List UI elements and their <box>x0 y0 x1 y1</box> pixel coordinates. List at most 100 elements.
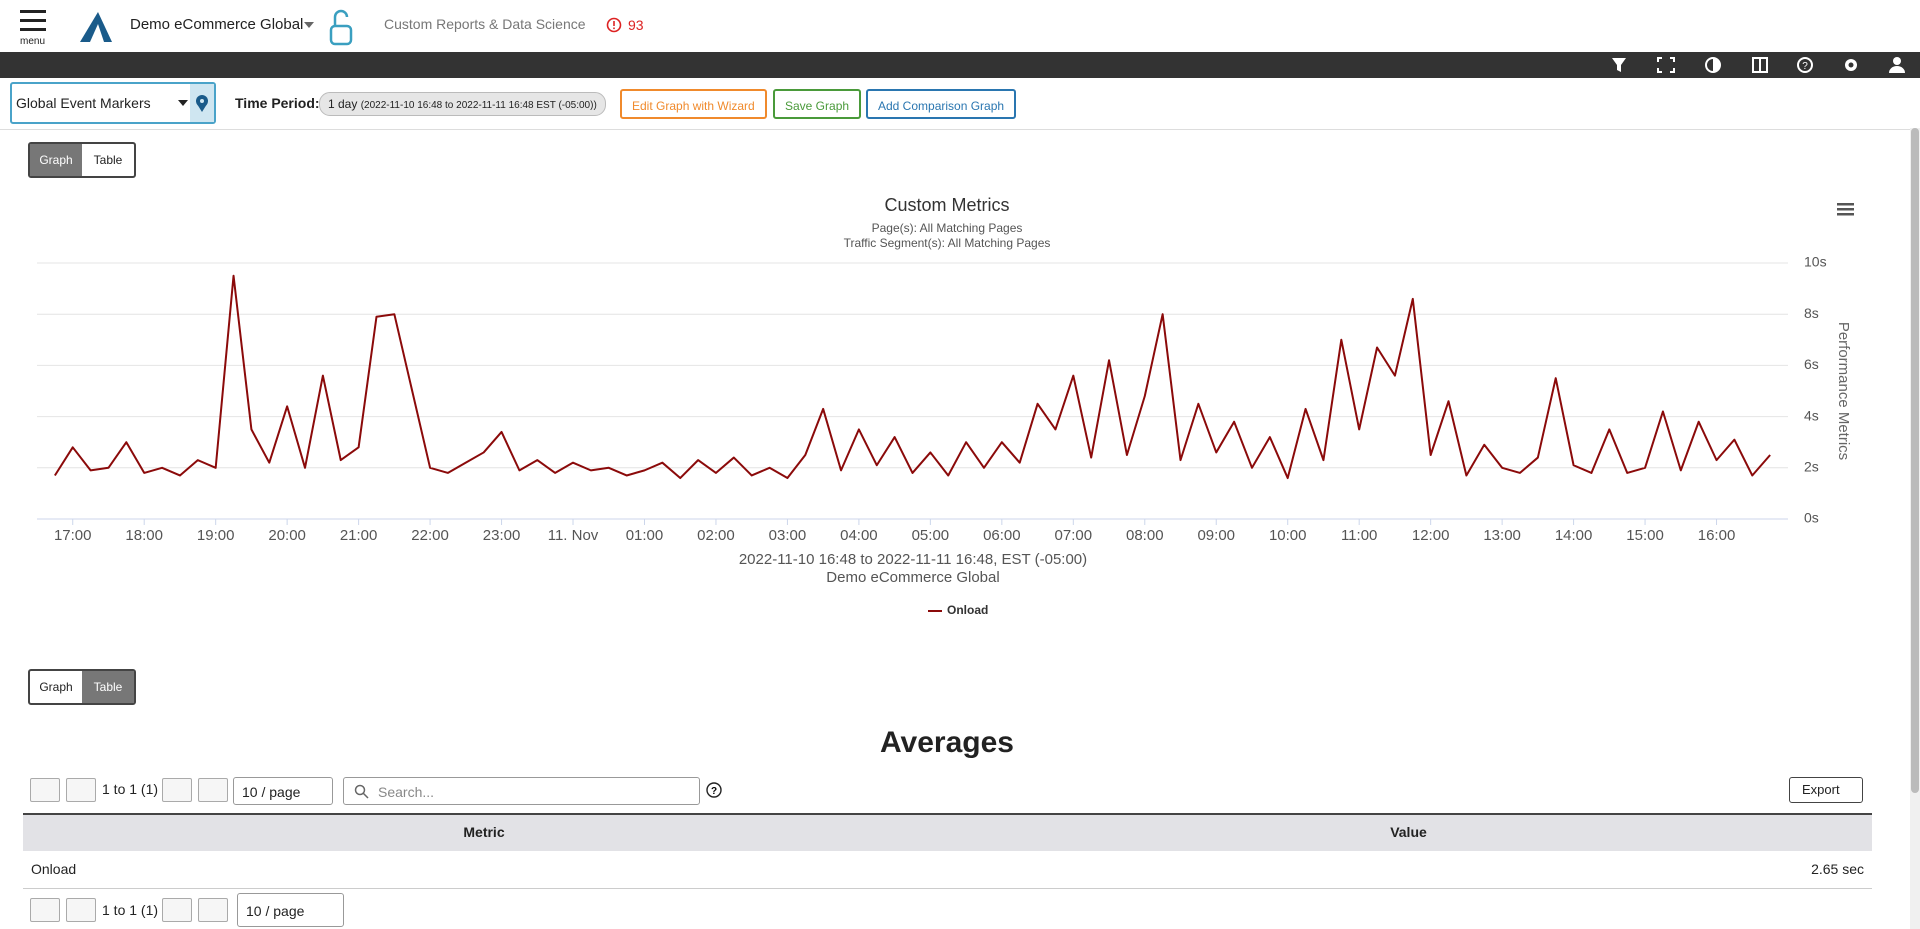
y-tick-label: 0s <box>1804 510 1819 526</box>
svg-text:?: ? <box>1802 61 1808 72</box>
x-tick-label: 10:00 <box>1269 527 1307 544</box>
chart-menu[interactable] <box>1837 203 1854 216</box>
column-header[interactable]: Metric <box>463 824 505 840</box>
y-tick-label: 8s <box>1804 305 1819 321</box>
alert-icon[interactable] <box>606 17 622 33</box>
first-page[interactable] <box>30 778 60 802</box>
y-tick-label: 4s <box>1804 407 1819 423</box>
add-comparison-button[interactable]: Add Comparison Graph <box>866 89 1017 119</box>
x-tick-label: 17:00 <box>54 527 92 544</box>
last-page[interactable] <box>198 778 228 802</box>
x-axis-label: 2022-11-10 16:48 to 2022-11-11 16:48, ES… <box>739 551 1087 568</box>
menu-label[interactable]: menu <box>20 36 46 47</box>
x-tick-label: 07:00 <box>1055 527 1093 544</box>
x-tick-label: 05:00 <box>912 527 950 544</box>
export-button[interactable]: Export <box>1789 777 1863 803</box>
toolbar: Global Event Markers Time Period: 1 day … <box>0 78 1920 130</box>
x-tick-label: 22:00 <box>411 527 449 544</box>
x-tick-label: 11. Nov <box>548 527 599 544</box>
table-row: Onload 2.65 sec <box>23 851 1872 889</box>
x-tick-label: 18:00 <box>125 527 163 544</box>
per-page-select[interactable]: 10 / page <box>233 777 333 805</box>
search-input[interactable]: Search... <box>343 777 700 805</box>
per-page-select[interactable]: 10 / page <box>237 893 344 927</box>
search-icon <box>354 784 369 799</box>
time-period-range[interactable]: (2022-11-10 16:48 to 2022-11-11 16:48 ES… <box>360 100 597 111</box>
svg-text:?: ? <box>711 786 717 797</box>
account-name[interactable]: Demo eCommerce Global <box>130 16 304 33</box>
x-tick-label: 04:00 <box>840 527 878 544</box>
table-tab[interactable]: Table <box>82 671 134 703</box>
icon-bar-icons[interactable]: ? <box>1610 56 1910 74</box>
x-tick-label: 03:00 <box>769 527 807 544</box>
per-page-text[interactable]: 10 / page <box>246 903 305 919</box>
x-tick-label: 11:00 <box>1341 527 1377 544</box>
x-tick-label: 23:00 <box>483 527 521 544</box>
dropdown-caret[interactable] <box>304 22 314 28</box>
search-placeholder[interactable]: Search... <box>378 784 435 800</box>
logo <box>80 12 112 42</box>
x-tick-label: 02:00 <box>697 527 735 544</box>
next-page[interactable] <box>162 778 192 802</box>
menu-icon[interactable] <box>20 10 48 32</box>
x-tick-label: 15:00 <box>1626 527 1664 544</box>
edit-wizard-button[interactable]: Edit Graph with Wizard <box>620 89 767 119</box>
pager-text: 1 to 1 (1) <box>102 902 159 918</box>
chart-title: Custom Metrics <box>884 195 1009 215</box>
alert-count[interactable]: 93 <box>628 17 644 33</box>
graph-tab[interactable]: Graph <box>30 144 82 176</box>
x-tick-label: 14:00 <box>1555 527 1593 544</box>
app-title: Custom Reports & Data Science <box>384 16 586 32</box>
prev-page[interactable] <box>66 778 96 802</box>
x-tick-label: 19:00 <box>197 527 235 544</box>
last-page[interactable] <box>198 898 228 922</box>
chart-subtitle: Page(s): All Matching Pages <box>872 221 1023 235</box>
per-page-text[interactable]: 10 / page <box>242 784 301 800</box>
pager-text: 1 to 1 (1) <box>102 781 159 797</box>
y-tick-label: 2s <box>1804 459 1819 475</box>
table-cell: 2.65 sec <box>1811 861 1864 877</box>
event-markers-select[interactable]: Global Event Markers <box>10 82 216 124</box>
chart: Custom Metrics Page(s): All Matching Pag… <box>37 195 1854 617</box>
time-period-label: Time Period: <box>235 95 320 111</box>
next-page[interactable] <box>162 898 192 922</box>
table-title: Averages <box>880 726 1014 759</box>
x-axis-label: Demo eCommerce Global <box>826 569 999 586</box>
view-toggle: Graph Table <box>28 142 136 178</box>
time-period-value[interactable]: 1 day <box>328 97 358 111</box>
x-tick-label: 21:00 <box>340 527 378 544</box>
x-tick-label: 01:00 <box>626 527 664 544</box>
data-line <box>54 274 1771 480</box>
table-cell: Onload <box>31 861 77 877</box>
y-tick-label: 6s <box>1804 356 1819 372</box>
icon-bar: ? <box>0 52 1920 78</box>
top-header: menu Demo eCommerce Global Custom Report… <box>0 0 1920 52</box>
x-tick-label: 20:00 <box>268 527 306 544</box>
graph-tab[interactable]: Graph <box>39 680 73 694</box>
event-markers-text[interactable]: Global Event Markers <box>16 95 151 111</box>
x-tick-label: 09:00 <box>1197 527 1235 544</box>
view-toggle: Graph Table <box>28 669 136 705</box>
help-icon[interactable]: ? <box>706 782 722 798</box>
lock-icon[interactable] <box>328 8 354 46</box>
marker-pin[interactable] <box>190 84 214 122</box>
select-caret <box>178 100 188 106</box>
scrollbar[interactable] <box>1910 128 1920 929</box>
x-tick-label: 13:00 <box>1483 527 1521 544</box>
x-tick-label: 06:00 <box>983 527 1021 544</box>
table-header: Metric Value <box>23 813 1872 851</box>
first-page[interactable] <box>30 898 60 922</box>
chart-subtitle: Traffic Segment(s): All Matching Pages <box>844 236 1051 250</box>
save-graph-button[interactable]: Save Graph <box>773 89 862 119</box>
time-period-pill[interactable]: 1 day (2022-11-10 16:48 to 2022-11-11 16… <box>319 92 606 116</box>
column-header[interactable]: Value <box>1390 824 1427 840</box>
legend-label: Onload <box>947 603 988 617</box>
prev-page[interactable] <box>66 898 96 922</box>
y-tick-label: 10s <box>1804 254 1827 270</box>
x-tick-label: 08:00 <box>1126 527 1164 544</box>
x-tick-label: 12:00 <box>1412 527 1450 544</box>
x-tick-label: 16:00 <box>1698 527 1736 544</box>
table-tab[interactable]: Table <box>93 153 123 167</box>
